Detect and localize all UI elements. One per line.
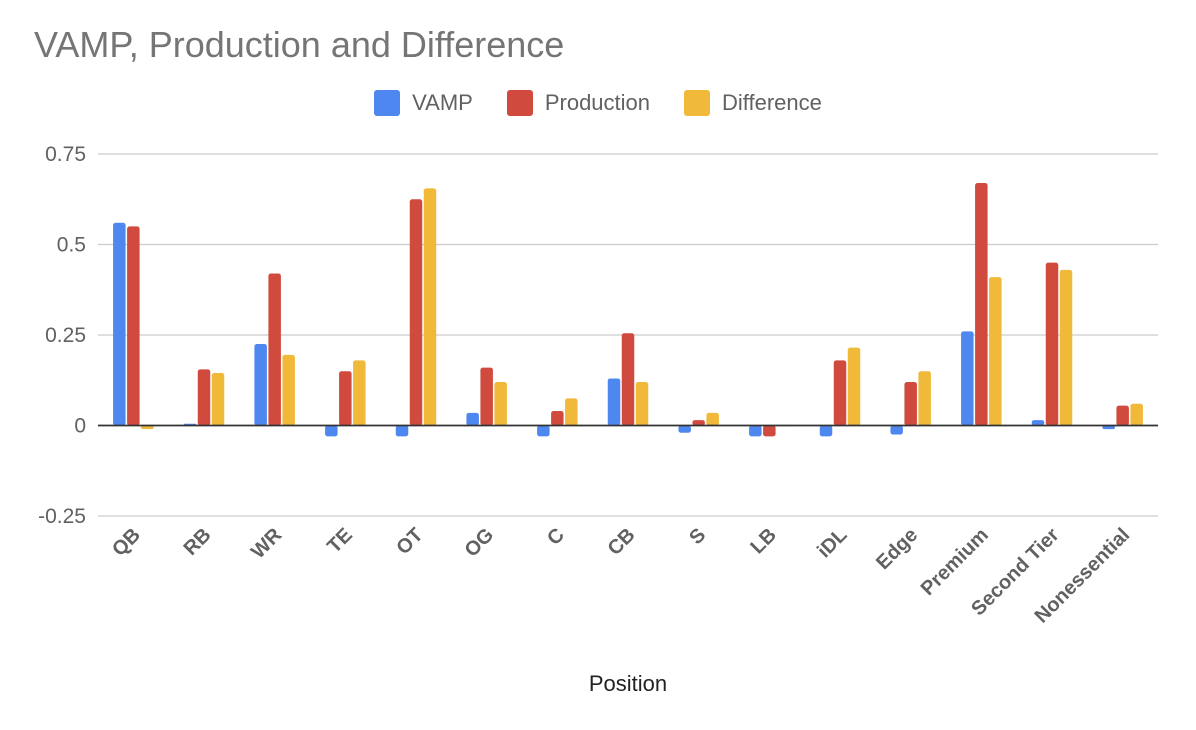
x-tick-label: CB	[604, 524, 640, 560]
bar-vamp	[678, 425, 691, 433]
bar-difference	[494, 382, 507, 426]
legend-label-difference: Difference	[722, 90, 822, 115]
bar-difference	[282, 354, 295, 426]
x-tick-label: QB	[108, 524, 145, 561]
x-tick-label: C	[543, 524, 569, 550]
bar-production	[1116, 405, 1129, 426]
bar-difference	[565, 398, 578, 426]
bar-difference	[847, 347, 861, 426]
legend-swatch-difference	[684, 90, 711, 116]
bar-difference	[1059, 269, 1073, 426]
bar-production	[763, 425, 776, 437]
bar-difference	[423, 188, 437, 426]
legend-label-production: Production	[544, 90, 651, 115]
x-tick-label: OT	[392, 524, 427, 559]
bar-difference	[635, 382, 649, 426]
legend-item-difference: Difference	[684, 90, 822, 116]
y-tick-label: -0.25	[38, 505, 86, 528]
bar-vamp	[1102, 425, 1115, 430]
bar-difference	[353, 360, 366, 426]
bar-difference	[918, 371, 931, 426]
bar-production	[480, 367, 493, 426]
bar-vamp	[607, 378, 621, 426]
bar-production	[904, 382, 917, 426]
x-tick-label: S	[685, 524, 710, 549]
legend-label-vamp: VAMP	[412, 90, 473, 115]
bar-production	[621, 333, 635, 426]
bar-production	[339, 371, 352, 426]
x-tick-label: Premium	[917, 524, 993, 600]
y-tick-label: 0.75	[45, 143, 86, 166]
bar-vamp	[819, 425, 833, 437]
bar-vamp	[254, 344, 267, 426]
x-axis-label: Position	[589, 671, 667, 696]
bar-vamp	[113, 222, 126, 426]
y-tick-label: 0.25	[45, 324, 86, 347]
bar-vamp	[325, 425, 338, 437]
bar-production	[127, 226, 140, 426]
x-tick-label: TE	[323, 524, 357, 558]
bar-difference	[211, 373, 225, 426]
bar-production	[409, 199, 423, 426]
bar-production	[692, 420, 705, 426]
y-tick-label: 0	[74, 415, 86, 438]
bar-vamp	[466, 412, 479, 426]
chart-title: VAMP, Production and Difference	[34, 24, 565, 65]
bar-difference	[141, 425, 154, 430]
bar-vamp	[749, 425, 762, 437]
bar-difference	[706, 412, 719, 426]
legend-item-vamp: VAMP	[374, 90, 473, 116]
bar-difference	[989, 277, 1002, 426]
x-tick-label: iDL	[813, 524, 851, 562]
bar-production	[833, 360, 847, 426]
bar-vamp	[890, 425, 903, 435]
x-tick-label: Edge	[872, 524, 922, 574]
bar-difference	[1130, 403, 1143, 426]
bar-production	[551, 411, 564, 426]
bar-production	[268, 273, 281, 426]
bar-vamp	[395, 425, 409, 437]
y-tick-label: 0.5	[57, 234, 86, 257]
x-tick-label: OG	[461, 524, 499, 562]
bar-vamp	[1031, 420, 1045, 426]
bar-production	[975, 182, 988, 426]
chart-legend: VAMP Production Difference	[0, 90, 1196, 116]
legend-swatch-production	[506, 90, 533, 116]
bar-production	[197, 369, 211, 426]
bar-vamp	[961, 331, 974, 426]
x-tick-label: WR	[247, 524, 287, 564]
legend-swatch-vamp	[374, 90, 401, 116]
legend-item-production: Production	[506, 90, 651, 116]
x-tick-label: LB	[746, 524, 780, 558]
bar-vamp	[537, 425, 550, 437]
bar-production	[1045, 262, 1059, 426]
x-tick-label: RB	[180, 524, 216, 560]
